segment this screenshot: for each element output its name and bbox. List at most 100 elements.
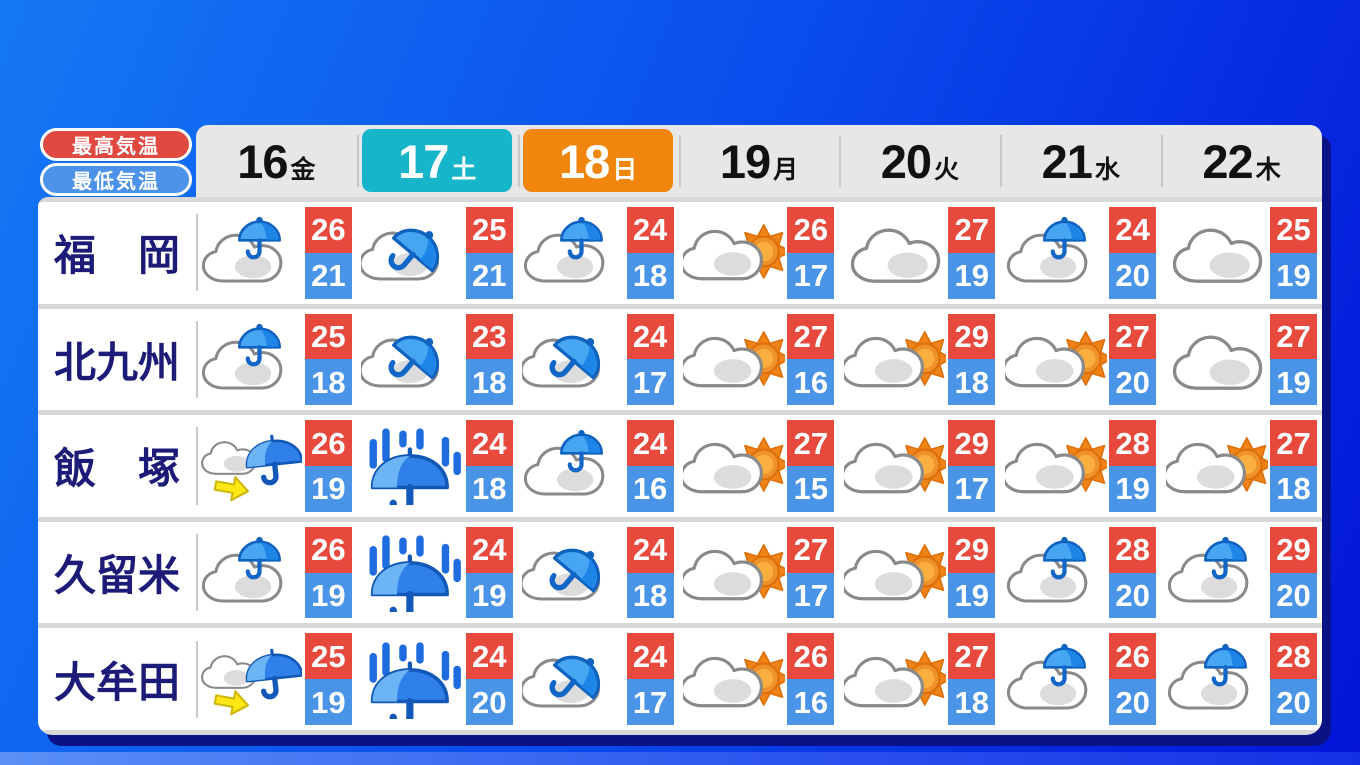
date-number: 21 bbox=[1041, 134, 1093, 188]
weather-icon-cloud bbox=[1161, 213, 1270, 292]
date-header-row: 16 金 17 土 18 日 19 月 20 火 21 水 22 木 bbox=[196, 125, 1322, 197]
date-weekday: 金 bbox=[290, 156, 316, 184]
date-number: 22 bbox=[1202, 134, 1253, 188]
low-temp-value: 18 bbox=[626, 572, 674, 619]
low-temp-value: 18 bbox=[304, 359, 352, 406]
weather-icon-cloud-umbrella-tilt bbox=[518, 320, 627, 399]
forecast-cell: 24 16 bbox=[518, 415, 679, 517]
high-temp-value: 25 bbox=[304, 313, 352, 360]
forecast-cell: 27 20 bbox=[1000, 309, 1161, 411]
temperature-column: 29 19 bbox=[948, 526, 996, 619]
temperature-column: 24 18 bbox=[626, 207, 674, 299]
date-number: 19 bbox=[719, 134, 771, 188]
temperature-column: 27 19 bbox=[948, 207, 996, 299]
low-temp-value: 19 bbox=[1109, 465, 1157, 512]
forecast-cell: 24 17 bbox=[518, 628, 679, 730]
high-temp-value: 26 bbox=[304, 207, 352, 253]
low-temp-value: 21 bbox=[465, 252, 513, 299]
weather-icon-cloud-then-rain bbox=[196, 426, 305, 505]
forecast-cell: 26 19 bbox=[196, 415, 357, 517]
temperature-column: 26 19 bbox=[304, 420, 352, 512]
high-temp-value: 26 bbox=[1109, 633, 1157, 680]
low-temp-value: 15 bbox=[787, 465, 835, 512]
low-temp-value: 20 bbox=[1270, 679, 1317, 725]
low-temp-value: 16 bbox=[787, 359, 835, 406]
high-temp-value: 27 bbox=[1109, 313, 1157, 360]
forecast-cell: 27 18 bbox=[839, 628, 1000, 730]
low-temp-value: 16 bbox=[626, 465, 674, 512]
low-temp-value: 19 bbox=[948, 572, 996, 619]
forecast-cell: 24 18 bbox=[518, 522, 679, 624]
temperature-column: 29 18 bbox=[948, 313, 996, 406]
high-temp-value: 24 bbox=[626, 633, 674, 680]
forecast-cell: 29 18 bbox=[839, 309, 1000, 411]
date-weekday: 日 bbox=[612, 156, 638, 184]
weather-icon-cloud-umbrella-tilt bbox=[357, 213, 466, 292]
city-label: 久留米 bbox=[53, 552, 180, 600]
high-temp-value: 27 bbox=[948, 207, 996, 253]
temperature-column: 24 20 bbox=[465, 633, 513, 725]
forecast-cell: 26 20 bbox=[1000, 628, 1161, 730]
weather-icon-cloud-sun bbox=[679, 533, 788, 612]
high-temp-value: 24 bbox=[626, 313, 674, 360]
forecast-cell: 25 18 bbox=[196, 309, 357, 411]
weather-icon-cloud-umbrella-tilt bbox=[518, 640, 627, 719]
weather-icon-cloud bbox=[839, 213, 948, 292]
weather-icon-cloud-sun bbox=[679, 640, 788, 719]
low-temp-value: 19 bbox=[304, 679, 352, 725]
forecast-cell: 27 16 bbox=[679, 309, 840, 411]
high-temp-value: 25 bbox=[1270, 207, 1317, 253]
low-temp-value: 20 bbox=[1109, 252, 1157, 299]
city-cell: 北九州 bbox=[38, 309, 196, 411]
low-temp-value: 17 bbox=[626, 679, 674, 725]
date-weekday: 土 bbox=[451, 156, 477, 184]
city-label: 飯 塚 bbox=[53, 445, 180, 493]
sunday-highlight bbox=[522, 129, 673, 192]
high-temp-value: 27 bbox=[1270, 420, 1317, 466]
date-box-16: 16 金 bbox=[196, 125, 357, 197]
forecast-row: 福 岡 26 21 25 21 24 18 26 17 bbox=[38, 202, 1322, 304]
temperature-column: 24 16 bbox=[626, 420, 674, 512]
low-temp-value: 21 bbox=[304, 252, 352, 299]
date-weekday: 木 bbox=[1255, 156, 1281, 184]
weather-icon-cloud-sun bbox=[1161, 426, 1270, 505]
temperature-column: 24 17 bbox=[626, 313, 674, 406]
low-temp-value: 17 bbox=[787, 252, 835, 299]
low-temp-value: 20 bbox=[1270, 572, 1317, 619]
high-temp-value: 24 bbox=[465, 633, 513, 680]
bottom-accent-band bbox=[0, 752, 1360, 765]
high-temp-value: 26 bbox=[787, 633, 835, 680]
weather-icon-cloud-umbrella bbox=[518, 426, 627, 505]
date-cell-16: 16 金 bbox=[196, 125, 357, 197]
low-temp-legend-badge: 最低気温 bbox=[40, 163, 192, 196]
temperature-column: 27 19 bbox=[1270, 313, 1317, 406]
forecast-cell: 27 17 bbox=[679, 522, 840, 624]
weather-icon-cloud-umbrella bbox=[1000, 213, 1109, 292]
temperature-column: 25 19 bbox=[1270, 207, 1317, 299]
date-weekday: 月 bbox=[773, 156, 799, 184]
temperature-column: 26 17 bbox=[787, 207, 835, 299]
weather-icon-cloud-umbrella bbox=[1000, 640, 1109, 719]
high-temp-legend-badge: 最高気温 bbox=[40, 128, 192, 161]
weather-icon-cloud-umbrella bbox=[1000, 533, 1109, 612]
temperature-column: 24 20 bbox=[1109, 207, 1157, 299]
temperature-column: 26 16 bbox=[787, 633, 835, 725]
temperature-column: 28 20 bbox=[1270, 633, 1317, 725]
low-temp-value: 20 bbox=[465, 679, 513, 725]
temperature-column: 28 20 bbox=[1109, 526, 1157, 619]
high-temp-value: 24 bbox=[465, 526, 513, 573]
temperature-column: 27 15 bbox=[787, 420, 835, 512]
date-weekday: 水 bbox=[1094, 156, 1120, 184]
temperature-column: 27 17 bbox=[787, 526, 835, 619]
high-temp-value: 29 bbox=[948, 420, 996, 466]
forecast-table: 福 岡 26 21 25 21 24 18 26 17 bbox=[38, 197, 1322, 735]
weather-icon-cloud-sun bbox=[679, 426, 788, 505]
forecast-cell: 27 15 bbox=[679, 415, 840, 517]
low-temp-value: 18 bbox=[948, 359, 996, 406]
date-box-19: 19 月 bbox=[679, 125, 840, 197]
low-temp-value: 20 bbox=[1109, 679, 1157, 725]
saturday-highlight bbox=[361, 129, 512, 192]
city-cell: 大牟田 bbox=[38, 628, 196, 730]
city-cell: 久留米 bbox=[38, 522, 196, 624]
high-temp-value: 28 bbox=[1109, 526, 1157, 573]
